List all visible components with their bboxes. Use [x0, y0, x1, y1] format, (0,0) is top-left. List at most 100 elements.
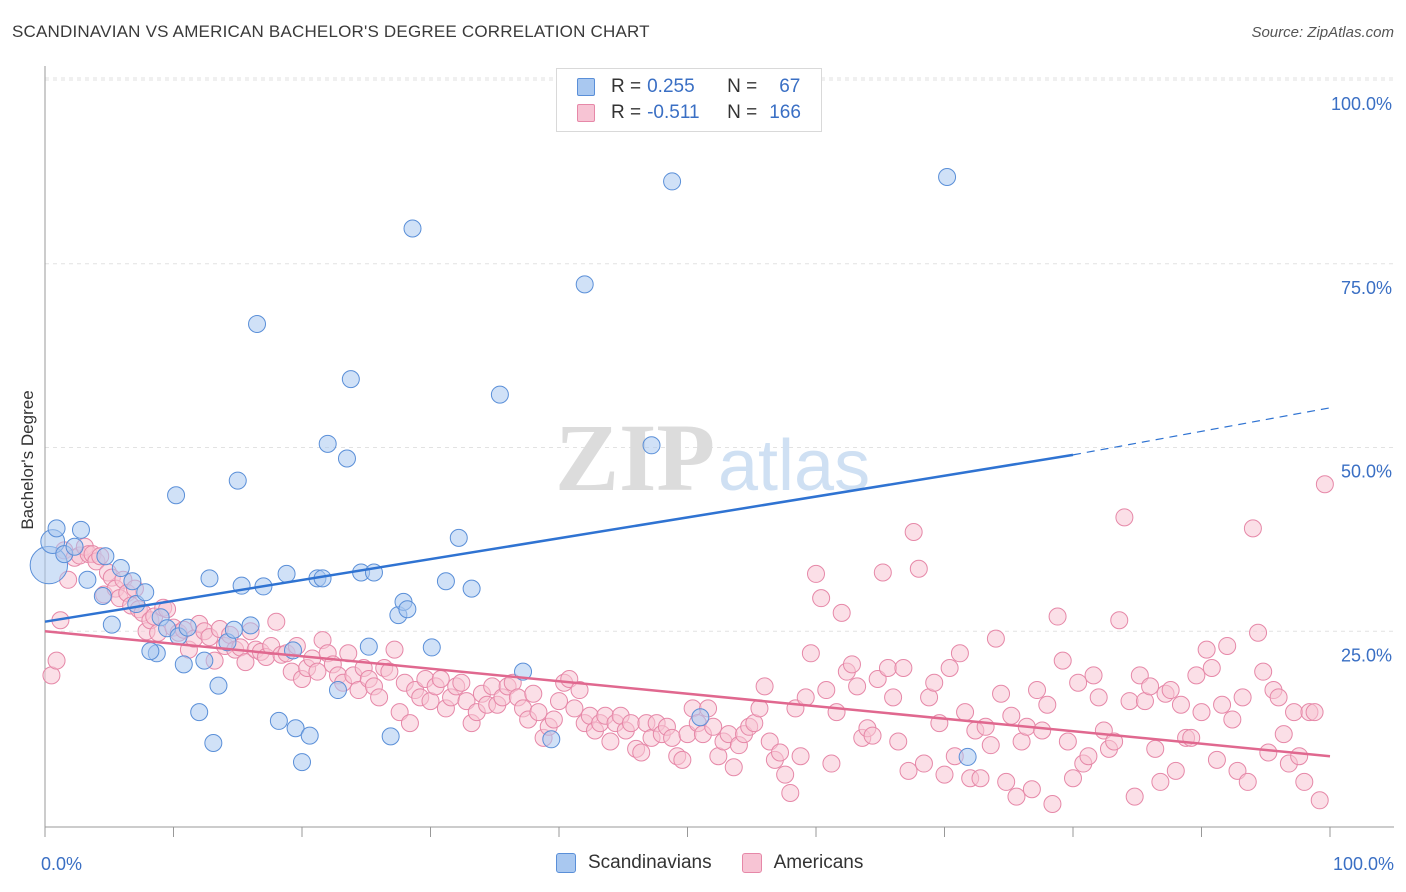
american-point — [663, 728, 682, 747]
legend-swatch-blue — [556, 853, 576, 873]
scandinavian-point — [938, 168, 957, 187]
american-point — [1141, 677, 1160, 696]
american-point — [1069, 673, 1088, 692]
scandinavian-point — [178, 618, 197, 637]
scandinavian-point — [200, 569, 219, 588]
american-point — [868, 670, 887, 689]
american-point — [380, 662, 399, 681]
scandinavian-point — [341, 370, 360, 389]
american-point — [842, 655, 861, 674]
american-point — [1218, 636, 1237, 655]
y-tick-label: 25.0% — [1341, 645, 1392, 665]
scandinavian-point — [111, 559, 130, 578]
scandinavian-point — [96, 547, 115, 566]
american-point — [940, 659, 959, 677]
american-point — [1038, 695, 1057, 714]
scandinavian-point — [65, 537, 84, 556]
scandinavian-point — [224, 620, 243, 639]
american-point — [1043, 794, 1062, 813]
american-point — [971, 769, 990, 788]
scandinavian-point — [78, 570, 97, 589]
scandinavian-point — [248, 315, 267, 334]
american-point — [1274, 725, 1293, 744]
american-point — [1187, 666, 1206, 685]
scandinavian-point — [691, 708, 710, 727]
watermark-zip: ZIP — [555, 404, 715, 511]
american-point — [1202, 659, 1221, 677]
american-point — [817, 681, 836, 700]
american-point — [236, 653, 255, 672]
scandinavian-point — [642, 436, 661, 455]
american-point — [914, 754, 933, 773]
scandinavian-point — [123, 572, 142, 591]
scandinavian-point — [359, 637, 378, 656]
american-point — [1105, 732, 1124, 751]
american-trend-line — [44, 630, 1331, 758]
american-point — [878, 659, 897, 677]
american-point — [1120, 692, 1139, 711]
american-point — [267, 612, 286, 631]
american-point — [1002, 706, 1021, 725]
american-point — [621, 714, 640, 733]
american-point — [1161, 681, 1180, 700]
legend-r-value: -0.511 — [647, 102, 700, 123]
american-point — [1064, 769, 1082, 788]
legend-r-label: R = — [611, 102, 642, 123]
scandinavian-point — [542, 730, 561, 749]
scandinavian-point — [174, 655, 193, 674]
legend-item-americans[interactable]: Americans — [741, 852, 863, 874]
american-point — [889, 732, 908, 751]
legend-label-scandinavians: Scandinavians — [588, 852, 712, 873]
american-point — [1254, 662, 1273, 681]
american-point — [1295, 772, 1314, 791]
scandinavian-point — [958, 747, 977, 766]
american-point — [1228, 761, 1247, 780]
legend-r-value: 0.255 — [647, 76, 695, 97]
american-point — [863, 726, 882, 745]
american-point — [796, 688, 815, 707]
american-point — [1028, 681, 1047, 700]
american-point — [1058, 732, 1077, 751]
scandinavian-point — [141, 642, 160, 661]
scandinavian-point — [277, 564, 296, 583]
scandinavian-trend-line — [44, 453, 1074, 623]
american-point — [1007, 787, 1026, 806]
american-point — [544, 710, 563, 729]
american-point — [724, 758, 743, 777]
american-point — [529, 703, 548, 722]
scandinavian-point — [663, 172, 682, 191]
american-point — [1223, 710, 1242, 729]
american-point — [1213, 695, 1232, 714]
american-point — [894, 659, 913, 677]
legend: R = 0.255 N = 67 R = -0.511 N = 166 — [556, 68, 822, 132]
american-point — [950, 644, 969, 663]
scandinavian-point — [269, 711, 288, 730]
american-point — [873, 563, 892, 582]
scandinavian-point — [328, 681, 347, 700]
american-point — [632, 743, 651, 762]
american-point — [986, 629, 1005, 648]
american-point — [899, 761, 918, 780]
american-point — [997, 772, 1016, 791]
american-point — [400, 714, 419, 733]
american-point — [848, 677, 867, 696]
legend-r-label: R = — [611, 76, 642, 97]
scandinavian-point — [190, 703, 209, 722]
scandinavian-point — [209, 676, 228, 695]
scandinavian-point — [462, 579, 481, 598]
american-point — [1197, 640, 1216, 659]
american-point — [385, 640, 404, 659]
american-point — [1269, 688, 1288, 707]
american-point — [673, 750, 692, 769]
legend-item-scandinavians[interactable]: Scandinavians — [556, 852, 712, 874]
american-point — [308, 662, 327, 681]
legend-n-value: 67 — [779, 76, 801, 97]
watermark-atlas: atlas — [718, 426, 870, 506]
american-point — [1166, 761, 1185, 780]
american-point — [1243, 519, 1262, 538]
scandinavian-point — [490, 385, 509, 404]
american-point — [771, 743, 790, 762]
american-point — [1033, 721, 1052, 740]
american-point — [976, 717, 995, 736]
